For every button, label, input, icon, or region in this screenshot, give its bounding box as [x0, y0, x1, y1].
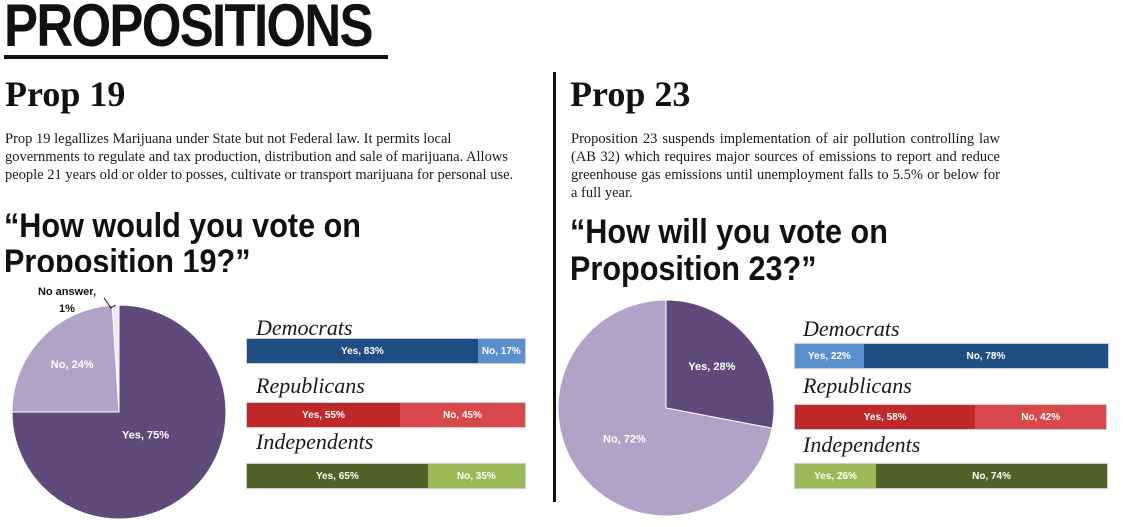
prop23-pie-chart: Yes, 28% No, 72%	[557, 299, 775, 517]
prop23-independents-bar: Yes, 26% No, 74%	[794, 463, 1108, 489]
prop19-democrats-yes-segment: Yes, 83%	[247, 339, 478, 363]
prop19-no-answer-label: 1%	[59, 303, 75, 315]
prop23-democrats-no-segment: No, 78%	[863, 344, 1108, 368]
prop23-question-line2: Proposition 23?”	[570, 250, 817, 288]
prop19-pie-slice-no-label: No, 24%	[51, 359, 94, 371]
prop23-independents-no-segment: No, 74%	[876, 464, 1107, 488]
prop19-independents-no-segment: No, 35%	[427, 464, 525, 488]
prop19-independents-yes-segment: Yes, 65%	[247, 464, 428, 488]
prop23-democrats-bar: Yes, 22% No, 78%	[794, 343, 1109, 369]
prop19-democrats-label: Democrats	[256, 315, 353, 340]
prop19-no-answer-leader	[103, 297, 116, 309]
prop19-independents-bar: Yes, 65% No, 35%	[246, 463, 526, 489]
prop19-question-line2: Proposition 19?”	[4, 243, 251, 272]
prop23-independents-label: Independents	[803, 432, 921, 457]
prop19-independents-label: Independents	[256, 429, 374, 454]
prop23-description: Proposition 23 suspends implementation o…	[571, 131, 1000, 201]
prop23-pie-slice-no-label: No, 72%	[603, 433, 646, 445]
prop19-title: Prop 19	[5, 74, 126, 114]
prop23-democrats-label: Democrats	[803, 316, 900, 341]
prop19-description: Prop 19 legallizes Marijuana under State…	[5, 131, 514, 183]
prop19-republicans-yes-segment: Yes, 55%	[247, 403, 400, 427]
page-title: PROPOSITIONS	[4, 0, 374, 59]
prop23-democrats-yes-segment: Yes, 22%	[795, 344, 864, 368]
prop19-pie-slice-yes-label: Yes, 75%	[122, 430, 169, 442]
prop19-pie-chart: Yes, 75% No, 24% No answer, 1%	[11, 286, 227, 520]
prop23-title: Prop 23	[570, 74, 691, 114]
prop19-republicans-no-segment: No, 45%	[399, 403, 525, 427]
prop19-democrats-no-segment: No, 17%	[477, 339, 525, 363]
prop19-question: “How would you vote on Proposition 19?”	[4, 206, 564, 272]
prop23-republicans-no-segment: No, 42%	[975, 405, 1106, 429]
prop23-pie-slice-yes	[665, 299, 775, 429]
prop19-democrats-bar: Yes, 83% No, 17%	[246, 338, 526, 364]
prop23-independents-yes-segment: Yes, 26%	[795, 464, 877, 488]
prop23-republicans-yes-segment: Yes, 58%	[795, 405, 976, 429]
prop19-pie-slice-no	[11, 304, 120, 413]
prop19-question-line1: “How would you vote on	[4, 207, 361, 245]
column-divider	[553, 72, 556, 502]
prop19-no-answer-label: No answer,	[38, 286, 96, 298]
prop19-republicans-bar: Yes, 55% No, 45%	[246, 402, 526, 428]
prop23-question-line1: “How will you vote on	[570, 213, 888, 251]
prop23-pie-slice-no	[557, 299, 773, 517]
prop23-republicans-label: Republicans	[803, 373, 912, 398]
prop19-pie-slice-no-answer	[111, 304, 120, 413]
prop19-republicans-label: Republicans	[256, 373, 365, 398]
prop23-republicans-bar: Yes, 58% No, 42%	[794, 404, 1107, 430]
prop19-pie-slice-yes	[11, 304, 227, 520]
title-underline	[4, 55, 388, 59]
prop23-pie-slice-yes-label: Yes, 28%	[688, 361, 735, 373]
